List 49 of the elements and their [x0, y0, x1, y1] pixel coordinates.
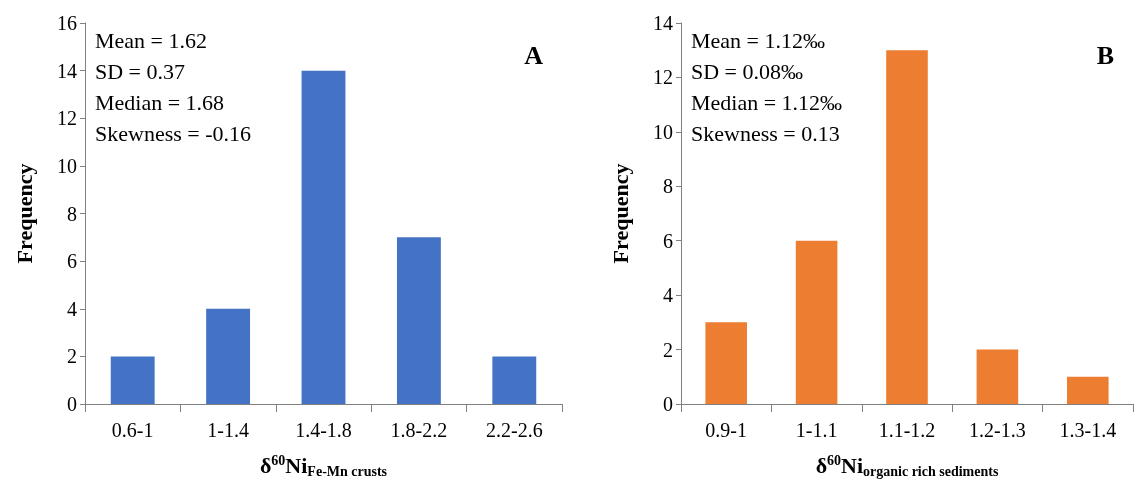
bar: [301, 70, 346, 404]
bar: [1067, 376, 1109, 404]
x-tick-label: 1.4-1.8: [295, 419, 352, 441]
bar: [492, 356, 537, 404]
annotation: Median = 1.68: [95, 89, 225, 115]
y-tick-label: 8: [663, 175, 673, 198]
x-tick-label: 1.8-2.2: [390, 419, 448, 441]
x-tick-label: 1.3-1.4: [1059, 419, 1117, 441]
x-tick-label: 0.6-1: [111, 419, 154, 441]
y-tick-label: 6: [663, 229, 673, 252]
annotation: Median = 1.12‰: [691, 89, 843, 115]
y-axis-title: Frequency: [607, 163, 633, 264]
x-tick-label: 1.2-1.3: [969, 419, 1026, 441]
x-tick-label: 0.9-1: [705, 419, 748, 441]
x-tick-label: 1-1.1: [795, 419, 838, 441]
y-tick-label: 2: [663, 338, 673, 361]
y-tick-label: 14: [57, 59, 77, 82]
y-tick-label: 12: [653, 66, 673, 89]
y-tick-label: 12: [57, 107, 77, 130]
x-tick-label: 1-1.4: [207, 419, 249, 441]
y-axis-title: Frequency: [11, 163, 37, 264]
y-tick-label: 6: [67, 250, 77, 273]
bar: [976, 349, 1019, 404]
annotation: Mean = 1.62: [95, 27, 207, 53]
x-tick-label: 1.1-1.2: [878, 419, 936, 441]
annotation: Skewness = 0.13: [691, 120, 840, 146]
bar: [886, 50, 928, 404]
y-tick-label: 0: [67, 393, 77, 415]
y-tick-label: 16: [57, 12, 77, 34]
bar: [795, 240, 838, 404]
bar: [110, 356, 155, 404]
annotation: SD = 0.37: [95, 58, 186, 84]
y-tick-label: 4: [67, 297, 77, 320]
annotation: SD = 0.08‰: [691, 58, 804, 84]
y-tick-label: 2: [67, 345, 77, 368]
y-tick-label: 8: [67, 202, 77, 225]
y-tick-label: 10: [653, 120, 673, 143]
x-tick-label: 2.2-2.6: [485, 419, 543, 441]
bar: [705, 322, 747, 404]
bar: [206, 308, 251, 404]
y-tick-label: 4: [663, 284, 673, 307]
annotation: Mean = 1.12‰: [691, 27, 825, 53]
bar: [396, 237, 441, 404]
y-tick-label: 10: [57, 154, 77, 177]
y-tick-label: 14: [653, 12, 673, 34]
y-tick-label: 0: [663, 393, 673, 415]
text: B: [1096, 40, 1114, 70]
text: A: [524, 40, 544, 70]
annotation: Skewness = -0.16: [95, 120, 252, 146]
